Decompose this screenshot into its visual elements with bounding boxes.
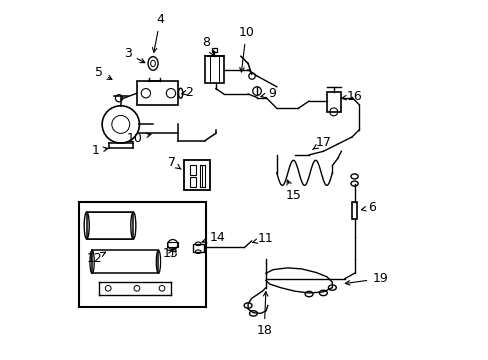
Bar: [211, 48, 217, 52]
Bar: [183, 160, 210, 190]
Text: 6: 6: [361, 201, 375, 214]
Text: 10: 10: [238, 26, 254, 72]
Text: 3: 3: [124, 47, 144, 63]
Bar: [351, 202, 356, 220]
Bar: [189, 165, 196, 175]
Bar: [86, 212, 133, 239]
Text: 7: 7: [168, 156, 181, 169]
Text: 16: 16: [341, 90, 362, 103]
Text: 10: 10: [126, 131, 151, 145]
Text: 19: 19: [345, 272, 387, 285]
Bar: [204, 56, 223, 83]
Text: 2: 2: [182, 86, 192, 99]
Text: 18: 18: [256, 292, 272, 337]
Text: 13: 13: [163, 247, 179, 260]
Text: 12: 12: [86, 252, 105, 265]
Bar: [192, 244, 203, 252]
Bar: [326, 92, 340, 112]
Text: 1: 1: [92, 144, 108, 157]
Text: 17: 17: [312, 136, 331, 149]
Text: 5: 5: [95, 66, 112, 80]
Text: 4: 4: [152, 13, 164, 52]
Text: 9: 9: [261, 87, 276, 100]
Bar: [189, 177, 196, 187]
Bar: [79, 202, 206, 307]
Text: 8: 8: [202, 36, 213, 55]
Bar: [92, 250, 158, 273]
Text: 14: 14: [202, 231, 225, 244]
Bar: [167, 242, 178, 247]
Text: 11: 11: [252, 232, 273, 245]
Text: 15: 15: [285, 180, 301, 202]
